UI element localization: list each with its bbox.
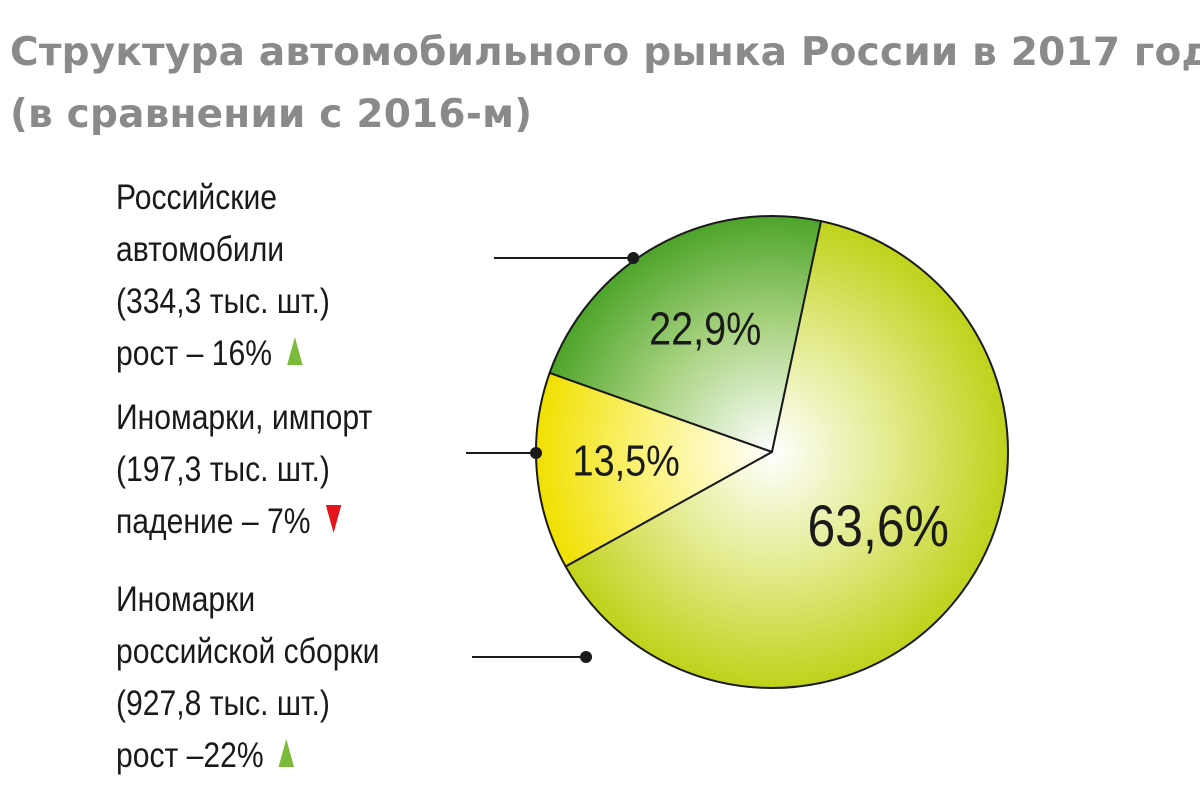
slice-label-local-assembly: 63,6%	[808, 494, 949, 558]
legend-russian-cars-name-2: автомобили	[116, 230, 285, 269]
pie-slice-local-assembly	[564, 220, 1009, 689]
legend-russian-cars-change: рост – 16%	[116, 334, 273, 373]
legend-local-assembly-name-2: российской сборки	[116, 632, 380, 671]
legend-local-assembly: Иномарки российской сборки (927,8 тыс. ш…	[116, 574, 379, 782]
leader-dot	[530, 447, 543, 459]
legend-russian-cars: Российские автомобили (334,3 тыс. шт.) р…	[116, 172, 330, 380]
pie-slice-russian-cars	[548, 215, 823, 453]
trend-up-icon	[278, 739, 295, 767]
slice-label-import-cars: 13,5%	[573, 436, 680, 485]
legend-russian-cars-count: (334,3 тыс. шт.)	[116, 282, 330, 321]
legend-russian-cars-change-row: рост – 16%	[116, 328, 330, 380]
legend-import-cars-change: падение – 7%	[116, 502, 311, 541]
leader-dot	[580, 651, 593, 663]
legend-import-cars-change-row: падение – 7%	[116, 496, 372, 548]
chart-title-line-1: Структура автомобильного рынка России в …	[10, 30, 1200, 75]
slice-label-russian-cars: 22,9%	[649, 304, 761, 355]
trend-down-icon	[325, 505, 342, 533]
leader-dot	[627, 252, 640, 264]
trend-up-icon	[287, 337, 303, 365]
legend-import-cars-count: (197,3 тыс. шт.)	[116, 450, 330, 489]
chart-title-line-2: (в сравнении с 2016-м)	[10, 92, 533, 137]
legend-russian-cars-name-1: Российские	[116, 178, 277, 217]
pie-slice-import-cars	[535, 371, 773, 568]
legend-local-assembly-change: рост –22%	[116, 736, 264, 775]
legend-import-cars: Иномарки, импорт (197,3 тыс. шт.) падени…	[116, 392, 372, 548]
legend-local-assembly-count: (927,8 тыс. шт.)	[116, 684, 330, 723]
chart-title: Структура автомобильного рынка России в …	[10, 22, 1200, 146]
legend-local-assembly-change-row: рост –22%	[116, 730, 379, 782]
legend-local-assembly-name-1: Иномарки	[116, 580, 256, 619]
legend-import-cars-name-1: Иномарки, импорт	[116, 398, 373, 437]
